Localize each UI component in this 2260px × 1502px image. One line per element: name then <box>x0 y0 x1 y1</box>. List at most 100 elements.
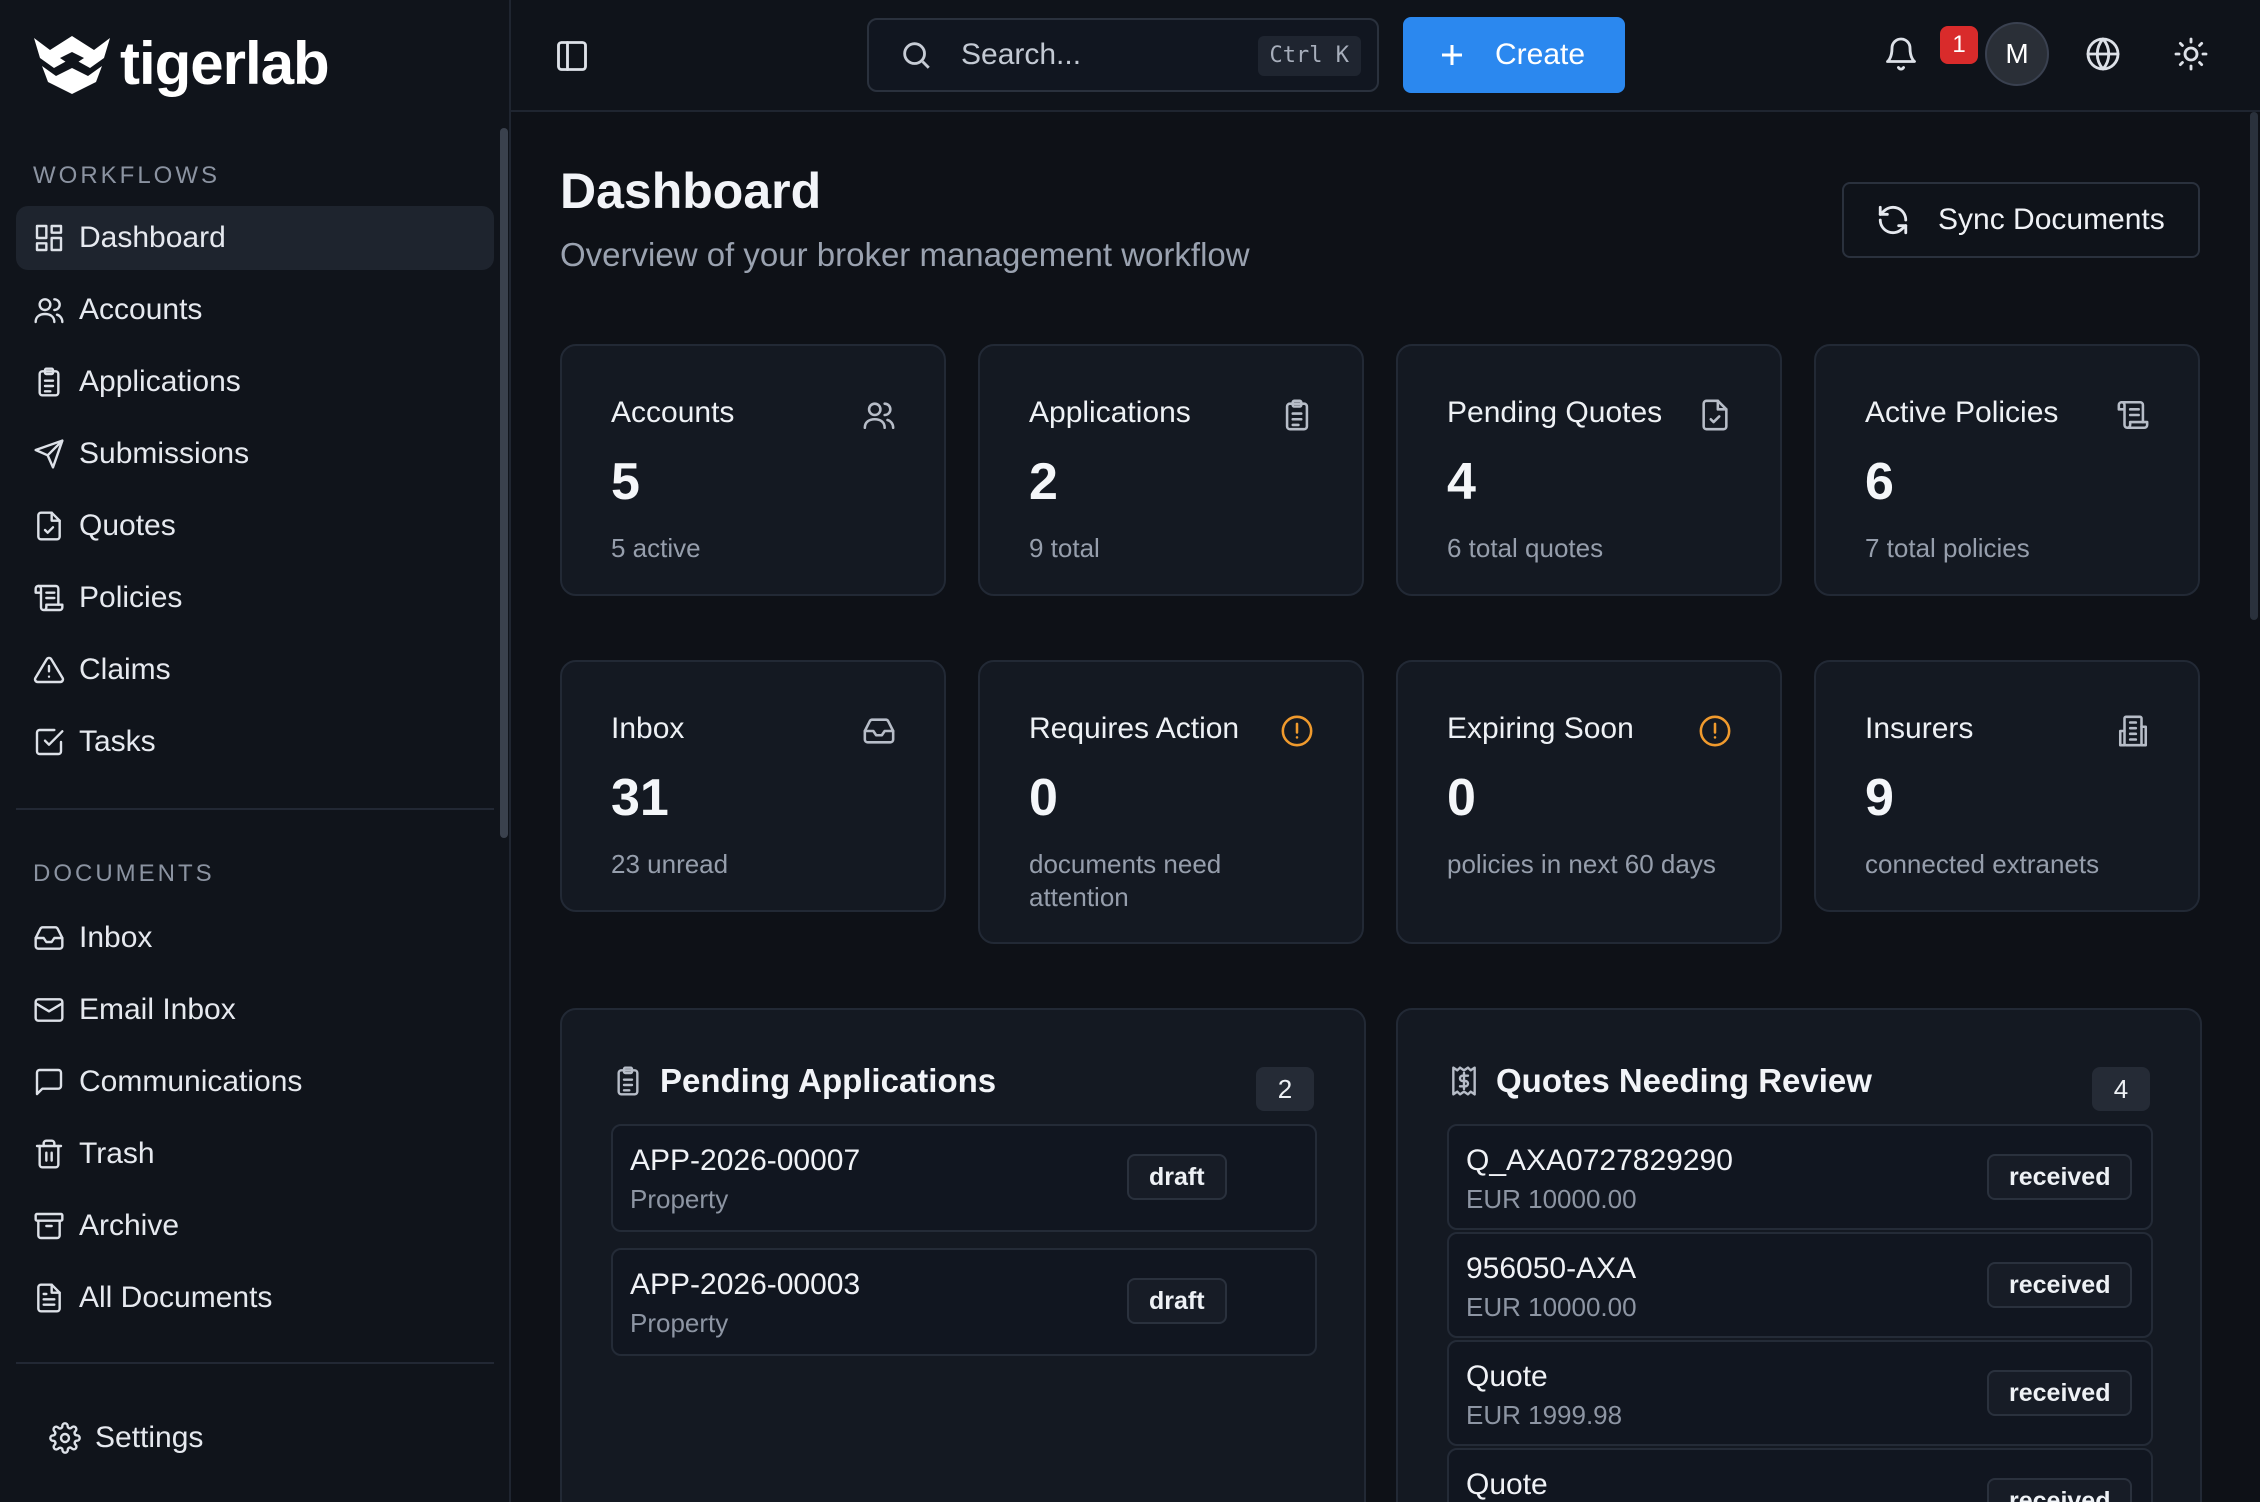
sidebar-item-submissions[interactable]: Submissions <box>16 422 494 486</box>
users-icon <box>862 398 896 432</box>
status-badge: received <box>1987 1262 2133 1308</box>
sidebar-item-all-documents[interactable]: All Documents <box>16 1266 494 1330</box>
application-type: Property <box>630 1308 729 1338</box>
sidebar-item-label: Applications <box>79 365 241 398</box>
language-button[interactable] <box>2085 36 2121 72</box>
stat-title: Expiring Soon <box>1447 712 1634 745</box>
sidebar-item-email-inbox[interactable]: Email Inbox <box>16 978 494 1042</box>
stat-note: 5 active <box>611 533 701 563</box>
pending-applications-panel: Pending Applications 2 APP-2026-00007 Pr… <box>560 1008 1366 1502</box>
workflows-section-label: WORKFLOWS <box>33 162 220 189</box>
stat-value: 31 <box>611 769 669 827</box>
sidebar-item-applications[interactable]: Applications <box>16 350 494 414</box>
sidebar-item-trash[interactable]: Trash <box>16 1122 494 1186</box>
sidebar-item-inbox[interactable]: Inbox <box>16 906 494 970</box>
stat-value: 2 <box>1029 453 1058 511</box>
list-item[interactable]: Quote received <box>1447 1448 2153 1502</box>
sidebar-item-claims[interactable]: Claims <box>16 638 494 702</box>
archive-icon <box>34 1212 64 1240</box>
mail-icon <box>34 998 64 1022</box>
stat-note: 6 total quotes <box>1447 533 1604 563</box>
logo[interactable]: tigerlab <box>30 28 330 98</box>
list-item[interactable]: Q_AXA0727829290 EUR 10000.00 received <box>1447 1124 2153 1230</box>
stat-card-applications[interactable]: Applications 2 9 total <box>978 344 1364 596</box>
theme-toggle-button[interactable] <box>2173 36 2209 72</box>
sidebar-item-label: Tasks <box>79 725 156 758</box>
sidebar-scrollbar[interactable] <box>500 128 508 838</box>
users-icon <box>34 298 64 324</box>
main-scrollbar[interactable] <box>2250 112 2258 620</box>
stat-title: Applications <box>1029 396 1191 429</box>
panel-title: Quotes Needing Review <box>1496 1062 1872 1099</box>
search-shortcut: Ctrl K <box>1257 36 1361 76</box>
stat-card-insurers[interactable]: Insurers 9 connected extranets <box>1814 660 2200 912</box>
status-badge: received <box>1987 1154 2133 1200</box>
list-item[interactable]: APP-2026-00003 Property draft <box>611 1248 1317 1356</box>
clipboard-icon <box>1280 398 1314 432</box>
clipboard-icon <box>38 367 60 397</box>
quote-amount: EUR 10000.00 <box>1466 1184 1637 1214</box>
clipboard-icon <box>617 1066 639 1096</box>
notification-badge: 1 <box>1940 26 1978 64</box>
check-square-icon <box>35 728 64 756</box>
send-icon <box>34 439 64 469</box>
stat-card-accounts[interactable]: Accounts 5 5 active <box>560 344 946 596</box>
sidebar-item-label: Trash <box>79 1137 155 1170</box>
panel-header: Pending Applications <box>612 1062 996 1100</box>
quote-name: 956050-AXA <box>1466 1252 1637 1285</box>
sidebar-item-tasks[interactable]: Tasks <box>16 710 494 774</box>
list-item[interactable]: APP-2026-00007 Property draft <box>611 1124 1317 1232</box>
brand-name: tigerlab <box>120 29 330 97</box>
quote-name: Q_AXA0727829290 <box>1466 1144 1733 1177</box>
refresh-icon <box>1878 205 1908 235</box>
notifications-button[interactable] <box>1883 36 1919 72</box>
toggle-sidebar-button[interactable] <box>554 38 590 74</box>
sidebar-divider <box>16 808 494 810</box>
application-id: APP-2026-00003 <box>630 1268 861 1301</box>
stat-title: Requires Action <box>1029 712 1240 745</box>
create-button[interactable]: Create <box>1403 17 1625 93</box>
quote-name: Quote <box>1466 1468 1548 1501</box>
scroll-icon <box>2116 398 2150 432</box>
stat-title: Active Policies <box>1865 396 2059 429</box>
trash-icon <box>35 1139 63 1169</box>
stat-card-expiring-soon[interactable]: Expiring Soon 0 policies in next 60 days <box>1396 660 1782 944</box>
search-icon <box>903 42 930 69</box>
stat-card-active-policies[interactable]: Active Policies 6 7 total policies <box>1814 344 2200 596</box>
sidebar-item-label: Quotes <box>79 509 176 542</box>
avatar[interactable]: M <box>1985 22 2049 86</box>
search-placeholder: Search... <box>961 38 1082 71</box>
sidebar-item-label: Settings <box>95 1421 204 1454</box>
sidebar-item-communications[interactable]: Communications <box>16 1050 494 1114</box>
sidebar-item-policies[interactable]: Policies <box>16 566 494 630</box>
quote-name: Quote <box>1466 1360 1548 1393</box>
quote-amount: EUR 1999.98 <box>1466 1400 1623 1430</box>
sync-documents-button[interactable]: Sync Documents <box>1842 182 2200 258</box>
search-input[interactable]: Search... Ctrl K <box>867 18 1379 92</box>
file-check-icon <box>37 511 61 541</box>
globe-icon <box>2086 37 2120 71</box>
list-item[interactable]: 956050-AXA EUR 10000.00 received <box>1447 1232 2153 1338</box>
sidebar-item-label: Email Inbox <box>79 993 236 1026</box>
sidebar-item-settings[interactable]: Settings <box>32 1406 494 1470</box>
message-icon <box>35 1068 63 1096</box>
sidebar-item-dashboard[interactable]: Dashboard <box>16 206 494 270</box>
stat-note: documents need attention <box>1029 849 1222 912</box>
sidebar-item-label: Accounts <box>79 293 203 326</box>
gear-icon <box>49 1422 81 1454</box>
application-id: APP-2026-00007 <box>630 1144 861 1177</box>
count-badge: 4 <box>2092 1067 2150 1111</box>
stat-card-pending-quotes[interactable]: Pending Quotes 4 6 total quotes <box>1396 344 1782 596</box>
alert-circle-icon <box>1698 714 1732 748</box>
list-item[interactable]: Quote EUR 1999.98 received <box>1447 1340 2153 1446</box>
file-text-icon <box>37 1283 61 1313</box>
sidebar-item-label: Policies <box>79 581 183 614</box>
sidebar-item-quotes[interactable]: Quotes <box>16 494 494 558</box>
sidebar: tigerlab WORKFLOWS Dashboard Accounts Ap… <box>0 0 511 1502</box>
sidebar-item-archive[interactable]: Archive <box>16 1194 494 1258</box>
stat-card-inbox[interactable]: Inbox 31 23 unread <box>560 660 946 912</box>
sync-documents-label: Sync Documents <box>1938 203 2165 236</box>
stat-card-requires-action[interactable]: Requires Action 0 documents need attenti… <box>978 660 1364 944</box>
stat-title: Inbox <box>611 712 685 745</box>
sidebar-item-accounts[interactable]: Accounts <box>16 278 494 342</box>
